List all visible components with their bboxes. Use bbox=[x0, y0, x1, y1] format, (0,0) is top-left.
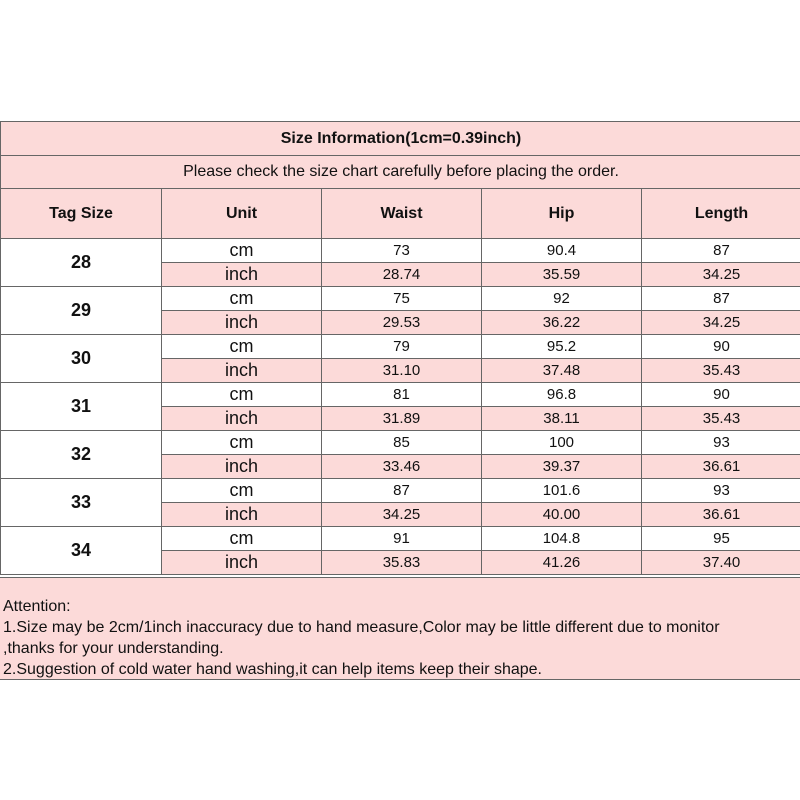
table-row-29-cm: 29 cm 75 92 87 bbox=[0, 286, 800, 335]
unit-cell: inch bbox=[161, 262, 322, 287]
length-cell: 93 bbox=[640, 430, 800, 455]
unit-cell: inch bbox=[161, 358, 322, 383]
hip-cell: 95.2 bbox=[481, 334, 642, 359]
hip-cell: 96.8 bbox=[481, 382, 642, 407]
tag-size-cell: 29 bbox=[0, 286, 162, 335]
table-row-32-inch: inch 33.46 39.37 36.61 bbox=[1, 454, 800, 479]
attention-line-2: ,thanks for your understanding. bbox=[3, 640, 224, 657]
waist-cell: 73 bbox=[321, 238, 482, 263]
hip-cell: 104.8 bbox=[481, 526, 642, 551]
header-length: Length bbox=[640, 188, 800, 239]
table-row-30-inch: inch 31.10 37.48 35.43 bbox=[1, 358, 800, 383]
tag-size-cell: 30 bbox=[0, 334, 162, 383]
table-title: Size Information(1cm=0.39inch) bbox=[0, 121, 800, 156]
hip-cell: 41.26 bbox=[481, 550, 642, 575]
waist-cell: 85 bbox=[321, 430, 482, 455]
length-cell: 36.61 bbox=[640, 454, 800, 479]
waist-cell: 79 bbox=[321, 334, 482, 359]
length-cell: 90 bbox=[640, 382, 800, 407]
hip-cell: 38.11 bbox=[481, 406, 642, 431]
length-cell: 90 bbox=[640, 334, 800, 359]
table-row-28-inch: inch 28.74 35.59 34.25 bbox=[1, 262, 800, 287]
unit-cell: inch bbox=[161, 454, 322, 479]
waist-cell: 31.10 bbox=[321, 358, 482, 383]
length-cell: 37.40 bbox=[640, 550, 800, 575]
header-row: Tag Size Unit Waist Hip Length bbox=[0, 188, 800, 239]
waist-cell: 81 bbox=[321, 382, 482, 407]
tag-size-cell: 33 bbox=[0, 478, 162, 527]
waist-cell: 91 bbox=[321, 526, 482, 551]
waist-cell: 29.53 bbox=[321, 310, 482, 335]
hip-cell: 36.22 bbox=[481, 310, 642, 335]
length-cell: 35.43 bbox=[640, 406, 800, 431]
length-cell: 34.25 bbox=[640, 262, 800, 287]
unit-cell: cm bbox=[161, 526, 322, 551]
unit-cell: cm bbox=[161, 382, 322, 407]
table-row-28-cm: 28 cm 73 90.4 87 bbox=[0, 238, 800, 287]
hip-cell: 37.48 bbox=[481, 358, 642, 383]
header-tag-size: Tag Size bbox=[0, 188, 162, 239]
table-row-29-inch: inch 29.53 36.22 34.25 bbox=[1, 310, 800, 335]
attention-heading: Attention: bbox=[3, 598, 71, 615]
header-unit: Unit bbox=[161, 188, 322, 239]
waist-cell: 34.25 bbox=[321, 502, 482, 527]
size-table: Size Information(1cm=0.39inch) Please ch… bbox=[0, 121, 800, 575]
table-row-31-inch: inch 31.89 38.11 35.43 bbox=[1, 406, 800, 431]
hip-cell: 90.4 bbox=[481, 238, 642, 263]
hip-cell: 35.59 bbox=[481, 262, 642, 287]
unit-cell: cm bbox=[161, 238, 322, 263]
unit-cell: inch bbox=[161, 310, 322, 335]
table-row-31-cm: 31 cm 81 96.8 90 bbox=[0, 382, 800, 431]
attention-line-3: 2.Suggestion of cold water hand washing,… bbox=[3, 661, 542, 678]
waist-cell: 28.74 bbox=[321, 262, 482, 287]
length-cell: 36.61 bbox=[640, 502, 800, 527]
waist-cell: 87 bbox=[321, 478, 482, 503]
tag-size-cell: 28 bbox=[0, 238, 162, 287]
unit-cell: inch bbox=[161, 406, 322, 431]
hip-cell: 101.6 bbox=[481, 478, 642, 503]
unit-cell: cm bbox=[161, 334, 322, 359]
attention-note: Attention: 1.Size may be 2cm/1inch inacc… bbox=[0, 577, 800, 680]
attention-line-1: 1.Size may be 2cm/1inch inaccuracy due t… bbox=[3, 619, 720, 636]
length-cell: 87 bbox=[640, 286, 800, 311]
waist-cell: 33.46 bbox=[321, 454, 482, 479]
unit-cell: inch bbox=[161, 550, 322, 575]
hip-cell: 40.00 bbox=[481, 502, 642, 527]
hip-cell: 92 bbox=[481, 286, 642, 311]
hip-cell: 100 bbox=[481, 430, 642, 455]
unit-cell: inch bbox=[161, 502, 322, 527]
length-cell: 34.25 bbox=[640, 310, 800, 335]
tag-size-cell: 31 bbox=[0, 382, 162, 431]
length-cell: 87 bbox=[640, 238, 800, 263]
table-row-34-cm: 34 cm 91 104.8 95 bbox=[0, 526, 800, 575]
table-row-32-cm: 32 cm 85 100 93 bbox=[0, 430, 800, 479]
tag-size-cell: 34 bbox=[0, 526, 162, 575]
header-waist: Waist bbox=[321, 188, 482, 239]
unit-cell: cm bbox=[161, 430, 322, 455]
table-row-33-cm: 33 cm 87 101.6 93 bbox=[0, 478, 800, 527]
waist-cell: 35.83 bbox=[321, 550, 482, 575]
size-chart: Size Information(1cm=0.39inch) Please ch… bbox=[0, 121, 800, 575]
unit-cell: cm bbox=[161, 478, 322, 503]
unit-cell: cm bbox=[161, 286, 322, 311]
tag-size-cell: 32 bbox=[0, 430, 162, 479]
table-row-30-cm: 30 cm 79 95.2 90 bbox=[0, 334, 800, 383]
waist-cell: 75 bbox=[321, 286, 482, 311]
table-row-34-inch: inch 35.83 41.26 37.40 bbox=[1, 550, 800, 575]
header-hip: Hip bbox=[481, 188, 642, 239]
length-cell: 93 bbox=[640, 478, 800, 503]
waist-cell: 31.89 bbox=[321, 406, 482, 431]
length-cell: 95 bbox=[640, 526, 800, 551]
hip-cell: 39.37 bbox=[481, 454, 642, 479]
length-cell: 35.43 bbox=[640, 358, 800, 383]
table-subtitle: Please check the size chart carefully be… bbox=[0, 155, 800, 189]
